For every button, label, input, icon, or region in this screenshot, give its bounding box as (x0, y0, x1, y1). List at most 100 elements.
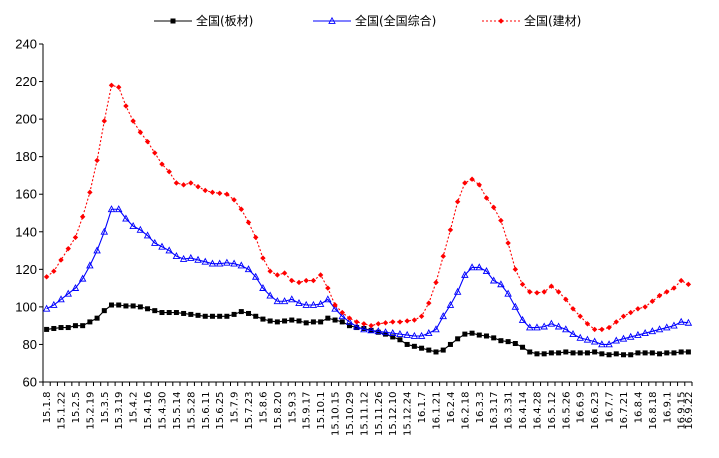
data-point (534, 290, 540, 296)
data-point (562, 325, 570, 333)
data-point (548, 283, 555, 289)
data-point (51, 325, 57, 331)
data-point (483, 333, 489, 339)
x-tick-label: 15.8.20 (273, 392, 284, 430)
data-point (217, 313, 223, 319)
data-point (606, 352, 612, 358)
data-point (181, 310, 187, 316)
legend-label-1: 全国(板材) (196, 13, 253, 28)
data-point (87, 319, 93, 325)
data-point (137, 304, 143, 310)
data-point (397, 319, 403, 325)
data-point (143, 231, 152, 239)
data-point (152, 308, 158, 314)
data-point (540, 322, 548, 330)
data-point (534, 351, 540, 357)
data-point (404, 318, 410, 324)
data-point (664, 289, 670, 295)
data-point (288, 295, 296, 303)
series-2-line (46, 208, 689, 345)
data-point (555, 289, 562, 295)
data-point (324, 295, 332, 303)
data-point (309, 300, 318, 308)
data-point (475, 263, 484, 271)
data-point (346, 315, 353, 321)
data-point (613, 351, 619, 357)
data-point (461, 270, 469, 278)
data-point (411, 317, 418, 323)
data-point (489, 276, 498, 284)
data-point (208, 259, 217, 267)
data-point (619, 334, 628, 342)
data-point (310, 319, 316, 325)
data-point (635, 350, 641, 356)
data-point (520, 344, 526, 350)
data-point (685, 281, 692, 288)
data-point (296, 279, 302, 286)
data-point (382, 320, 389, 326)
data-point (64, 289, 72, 297)
data-point (605, 340, 613, 348)
data-point (678, 277, 684, 284)
data-point (375, 321, 382, 327)
data-point (209, 313, 215, 319)
data-point (642, 350, 648, 356)
legend-label-2: 全国(全国综合) (355, 13, 436, 28)
data-point (397, 337, 403, 343)
data-point (274, 272, 281, 278)
y-tick-label: 240 (15, 37, 37, 52)
data-point (403, 330, 411, 338)
data-point (244, 265, 253, 273)
data-point (620, 313, 627, 319)
data-point (187, 253, 195, 261)
data-point (367, 326, 375, 334)
data-point (598, 340, 606, 348)
x-tick-label: 16.9.22 (684, 392, 695, 430)
data-point (165, 246, 173, 254)
x-tick-label: 16.5.12 (547, 392, 558, 430)
data-point (223, 258, 231, 266)
data-point (519, 281, 526, 288)
data-point (554, 322, 563, 330)
data-point (525, 323, 534, 331)
data-point (123, 303, 129, 309)
data-point (281, 270, 288, 276)
data-point (590, 337, 599, 345)
data-point (612, 336, 621, 344)
x-tick-label: 15.6.11 (201, 392, 212, 430)
data-point (440, 253, 446, 259)
data-point (678, 349, 684, 355)
data-point (65, 245, 71, 252)
data-point (498, 338, 504, 344)
data-point (346, 323, 352, 329)
data-point (426, 300, 432, 306)
data-point (267, 268, 273, 274)
data-point (592, 349, 598, 355)
data-point (648, 327, 657, 335)
x-tick-label: 16.2.18 (460, 392, 471, 430)
data-point (360, 325, 368, 333)
data-point (101, 308, 107, 314)
x-tick-label: 16.3.3 (475, 392, 486, 424)
data-point (620, 352, 626, 358)
y-tick-label: 160 (15, 187, 37, 202)
data-point (338, 312, 347, 320)
data-point (123, 103, 129, 109)
data-point (352, 322, 361, 330)
data-point (433, 349, 439, 355)
data-point (533, 323, 541, 331)
x-tick-label: 16.4.14 (518, 392, 529, 430)
x-tick-label: 15.10.29 (345, 392, 356, 437)
data-point (432, 325, 440, 333)
x-tick-label: 15.3.19 (114, 392, 125, 430)
x-tick-label: 16.8.18 (648, 392, 659, 430)
data-point (664, 350, 670, 356)
data-point (599, 351, 605, 357)
data-point (439, 312, 447, 320)
data-point (144, 138, 151, 145)
data-point (591, 326, 598, 333)
x-tick-label: 15.4.30 (157, 392, 168, 430)
data-point (310, 277, 317, 284)
data-point (137, 129, 144, 135)
data-point (504, 289, 512, 297)
